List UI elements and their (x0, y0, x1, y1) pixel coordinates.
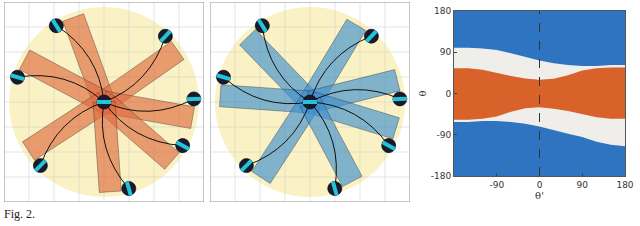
svg-text:0: 0 (537, 180, 543, 190)
svg-text:-90: -90 (489, 180, 504, 190)
svg-text:90: 90 (577, 180, 589, 190)
svg-text:0: 0 (445, 89, 451, 99)
svg-text:180: 180 (616, 180, 633, 190)
svg-text:90: 90 (440, 47, 452, 57)
svg-text:θ: θ (417, 90, 428, 96)
html-text:Fig. 2.: Fig. 2. (4, 207, 35, 221)
svg-text:θ': θ' (535, 190, 544, 201)
svg-text:-180: -180 (431, 171, 452, 181)
svg-text:180: 180 (434, 6, 451, 16)
svg-text:-90: -90 (436, 130, 451, 140)
